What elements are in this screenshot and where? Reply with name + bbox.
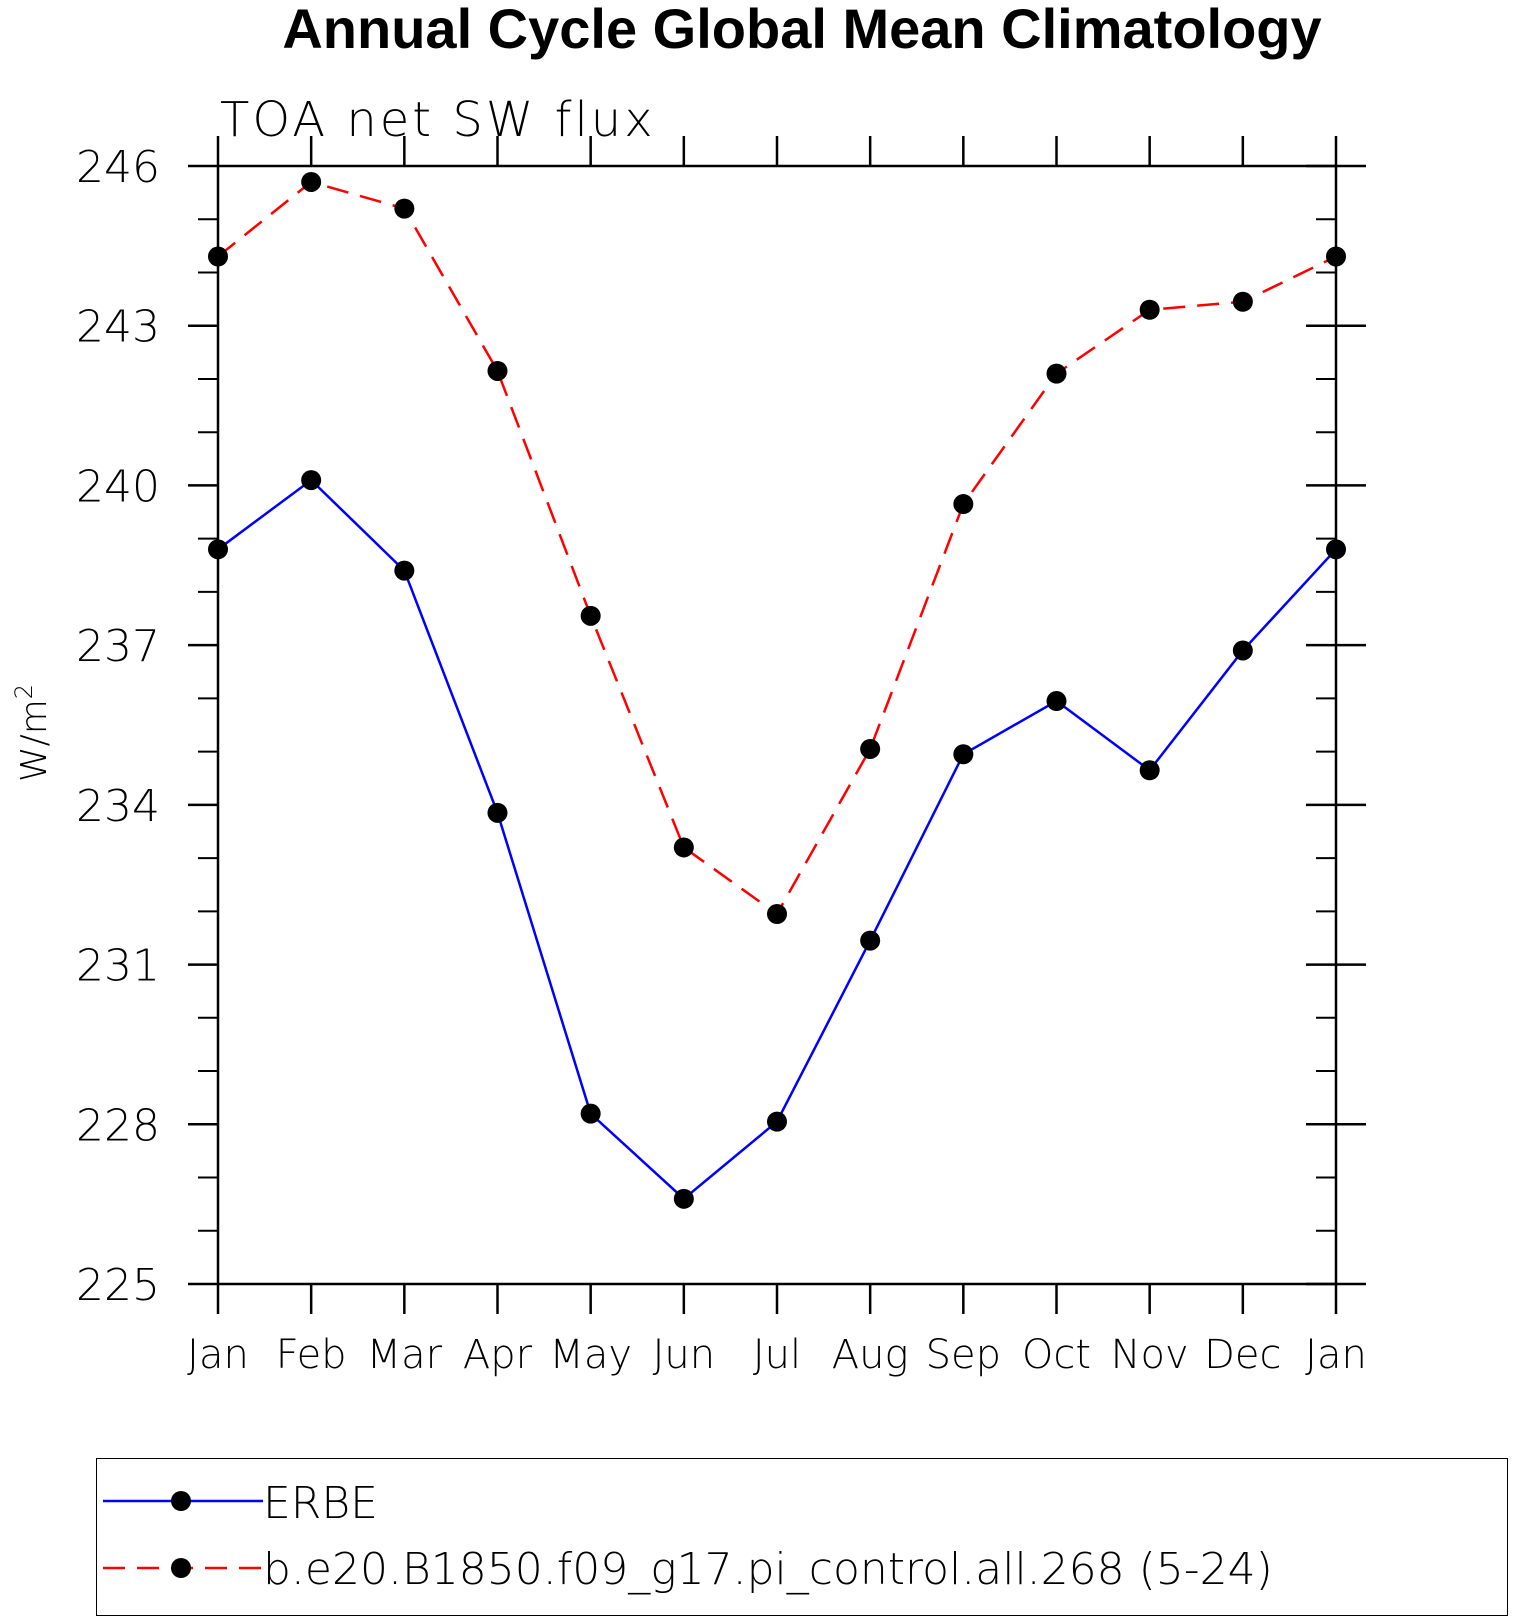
y-tick-label: 243 [76, 302, 160, 353]
data-point-series-1 [580, 605, 601, 626]
legend-entry-model: b.e20.B1850.f09_g17.pi_control.all.268 (… [103, 1544, 1273, 1595]
data-point-series-1 [953, 494, 974, 515]
data-point-series-0 [301, 470, 322, 491]
data-point-series-1 [1139, 299, 1160, 320]
data-point-series-0 [487, 802, 508, 823]
legend-marker-model [171, 1558, 191, 1578]
y-tick-label: 228 [76, 1100, 160, 1151]
x-tick-label: Jun [653, 1332, 716, 1378]
series-group [208, 171, 1346, 1209]
y-tick-label: 240 [76, 461, 160, 512]
data-point-series-0 [580, 1103, 601, 1124]
y-tick-label: 231 [76, 941, 160, 992]
data-point-series-0 [1046, 691, 1067, 712]
data-point-series-1 [860, 738, 881, 759]
x-tick-label: Sep [926, 1332, 1001, 1378]
y-axis-label-superscript: 2 [10, 684, 38, 699]
chart-subtitle: TOA net SW flux [220, 92, 656, 148]
data-point-series-1 [1046, 363, 1067, 384]
data-point-series-1 [208, 246, 228, 267]
x-tick-label: Aug [832, 1332, 909, 1378]
y-axis-label: W/m2 [10, 684, 55, 782]
chart-title: Annual Cycle Global Mean Climatology [282, 0, 1321, 60]
series-line-0 [217, 478, 1337, 1201]
data-point-series-1 [394, 198, 415, 219]
data-point-series-0 [1326, 539, 1346, 560]
legend-entry-erbe: ERBE [103, 1478, 378, 1529]
legend: ERBE b.e20.B1850.f09_g17.pi_control.all.… [96, 1458, 1508, 1616]
x-tick-label: Jan [1305, 1332, 1367, 1378]
x-tick-label: Jul [753, 1332, 801, 1378]
data-point-series-1 [673, 837, 694, 858]
x-tick-label: Dec [1204, 1332, 1281, 1378]
data-point-series-0 [394, 560, 415, 581]
x-tick-label: Oct [1022, 1332, 1091, 1378]
data-point-series-0 [673, 1188, 694, 1209]
legend-graphics: ERBE b.e20.B1850.f09_g17.pi_control.all.… [103, 1478, 1273, 1595]
y-tick-label: 237 [76, 621, 160, 672]
y-tick-label: 246 [76, 142, 160, 193]
series-line-1 [217, 180, 1337, 916]
data-point-series-1 [1326, 246, 1346, 267]
legend-label-model: b.e20.B1850.f09_g17.pi_control.all.268 (… [263, 1544, 1273, 1595]
data-point-series-1 [487, 360, 508, 381]
x-tick-label: May [549, 1332, 632, 1378]
legend-marker-erbe [171, 1491, 191, 1511]
data-point-series-0 [860, 930, 881, 951]
x-tick-label: Nov [1111, 1332, 1189, 1378]
axes-group: Jan Feb Mar Apr May Jun Jul Aug Sep Oct Nov Dec Jan 2… [76, 136, 1367, 1378]
y-axis-label-text: W/m [14, 699, 55, 782]
legend-label-erbe: ERBE [263, 1478, 378, 1529]
data-point-series-1 [1232, 291, 1253, 312]
x-tick-label: Feb [276, 1332, 347, 1378]
data-point-series-0 [767, 1111, 787, 1132]
data-point-series-0 [1139, 760, 1160, 781]
x-tick-label: Apr [463, 1332, 533, 1378]
y-tick-label: 225 [76, 1260, 160, 1311]
data-point-series-1 [767, 903, 787, 924]
y-tick-label: 234 [76, 781, 160, 832]
x-tick-label: Jan [187, 1332, 249, 1378]
data-point-series-0 [953, 744, 974, 765]
data-point-series-0 [1232, 640, 1253, 661]
x-tick-label: Mar [367, 1332, 443, 1378]
data-point-series-1 [301, 171, 322, 192]
data-point-series-0 [208, 539, 228, 560]
